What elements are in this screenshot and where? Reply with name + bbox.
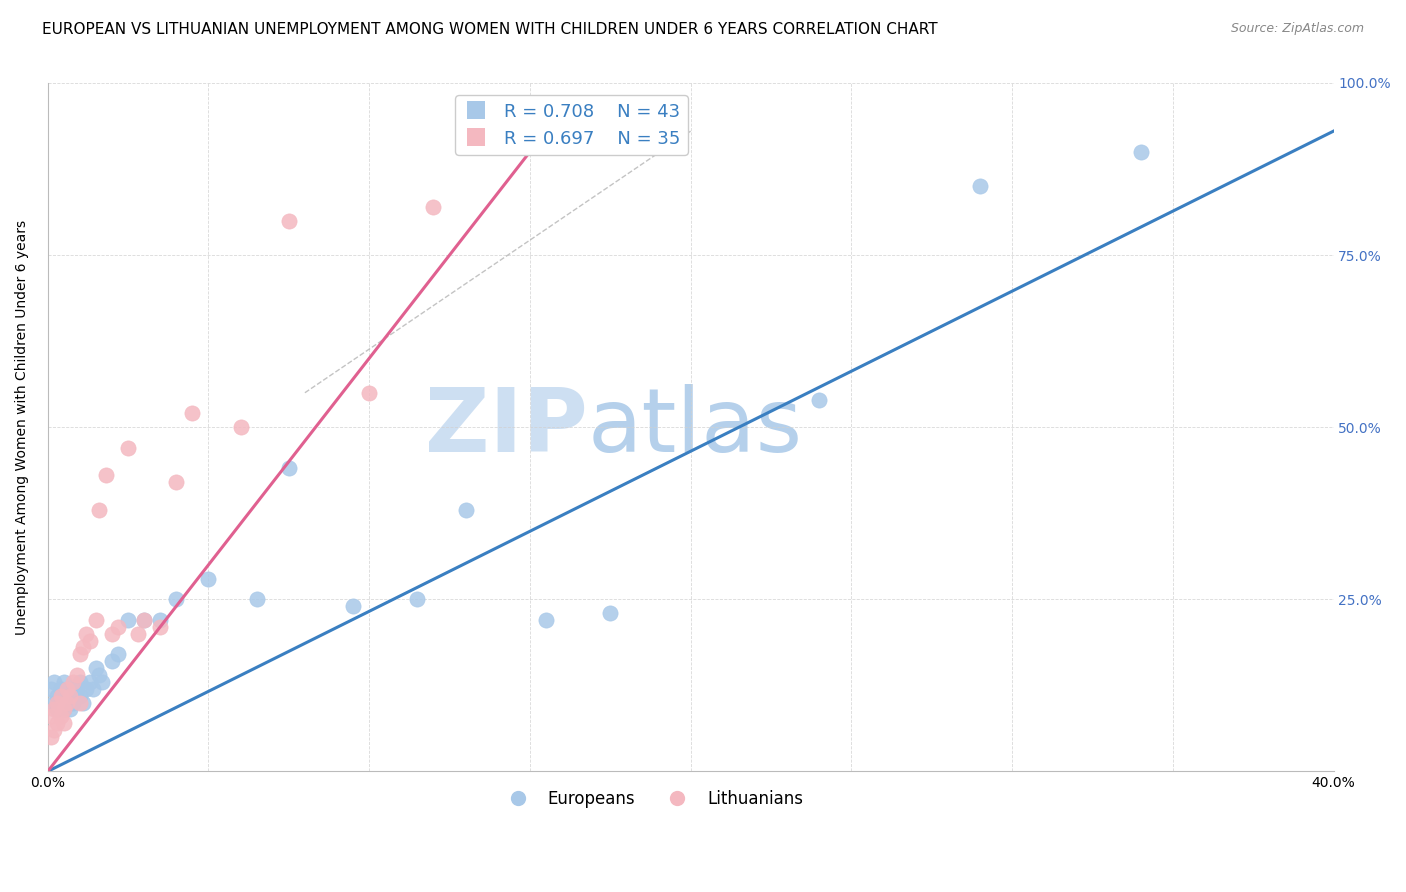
Point bbox=[52, 702, 75, 716]
Point bbox=[1129, 145, 1152, 159]
Point bbox=[69, 674, 91, 689]
Point bbox=[56, 696, 79, 710]
Point bbox=[46, 696, 69, 710]
Point bbox=[72, 640, 94, 655]
Point bbox=[229, 420, 252, 434]
Point bbox=[84, 661, 107, 675]
Text: EUROPEAN VS LITHUANIAN UNEMPLOYMENT AMONG WOMEN WITH CHILDREN UNDER 6 YEARS CORR: EUROPEAN VS LITHUANIAN UNEMPLOYMENT AMON… bbox=[42, 22, 938, 37]
Point bbox=[56, 696, 79, 710]
Point bbox=[197, 572, 219, 586]
Point bbox=[44, 723, 66, 737]
Point bbox=[56, 681, 79, 696]
Point bbox=[56, 689, 79, 703]
Point bbox=[84, 613, 107, 627]
Point bbox=[79, 674, 101, 689]
Text: atlas: atlas bbox=[588, 384, 803, 471]
Point bbox=[46, 716, 69, 731]
Point bbox=[454, 502, 477, 516]
Point bbox=[599, 606, 621, 620]
Point bbox=[342, 599, 364, 614]
Point bbox=[44, 674, 66, 689]
Text: ZIP: ZIP bbox=[425, 384, 588, 471]
Point bbox=[181, 406, 204, 420]
Point bbox=[59, 689, 82, 703]
Text: Source: ZipAtlas.com: Source: ZipAtlas.com bbox=[1230, 22, 1364, 36]
Point bbox=[62, 689, 84, 703]
Point bbox=[422, 200, 444, 214]
Point bbox=[44, 702, 66, 716]
Point bbox=[59, 702, 82, 716]
Point bbox=[69, 696, 91, 710]
Point bbox=[39, 709, 62, 723]
Point bbox=[277, 461, 299, 475]
Point bbox=[89, 502, 111, 516]
Point bbox=[165, 475, 187, 490]
Point bbox=[39, 730, 62, 744]
Point bbox=[62, 674, 84, 689]
Point bbox=[66, 668, 89, 682]
Point bbox=[127, 626, 149, 640]
Point bbox=[49, 689, 72, 703]
Point bbox=[44, 696, 66, 710]
Y-axis label: Unemployment Among Women with Children Under 6 years: Unemployment Among Women with Children U… bbox=[15, 219, 30, 635]
Point bbox=[117, 613, 139, 627]
Point bbox=[149, 620, 172, 634]
Point bbox=[277, 213, 299, 227]
Point bbox=[79, 633, 101, 648]
Point bbox=[89, 668, 111, 682]
Point bbox=[969, 179, 991, 194]
Point bbox=[101, 654, 124, 668]
Point bbox=[59, 681, 82, 696]
Point bbox=[534, 96, 557, 111]
Point bbox=[49, 696, 72, 710]
Point bbox=[134, 613, 156, 627]
Point bbox=[52, 674, 75, 689]
Point bbox=[117, 441, 139, 455]
Point bbox=[107, 648, 129, 662]
Point bbox=[52, 702, 75, 716]
Point bbox=[39, 681, 62, 696]
Point bbox=[165, 592, 187, 607]
Point bbox=[91, 674, 114, 689]
Point bbox=[94, 468, 117, 483]
Point bbox=[69, 689, 91, 703]
Point bbox=[82, 681, 104, 696]
Point bbox=[359, 385, 381, 400]
Point bbox=[107, 620, 129, 634]
Point bbox=[46, 702, 69, 716]
Point bbox=[66, 681, 89, 696]
Point bbox=[52, 716, 75, 731]
Legend: Europeans, Lithuanians: Europeans, Lithuanians bbox=[495, 783, 810, 814]
Point bbox=[534, 613, 557, 627]
Point bbox=[49, 709, 72, 723]
Point bbox=[49, 681, 72, 696]
Point bbox=[134, 613, 156, 627]
Point bbox=[46, 689, 69, 703]
Point bbox=[246, 592, 269, 607]
Point bbox=[62, 696, 84, 710]
Point bbox=[406, 592, 429, 607]
Point bbox=[149, 613, 172, 627]
Point bbox=[101, 626, 124, 640]
Point bbox=[808, 392, 831, 407]
Point bbox=[75, 681, 97, 696]
Point bbox=[69, 648, 91, 662]
Point bbox=[72, 696, 94, 710]
Point bbox=[75, 626, 97, 640]
